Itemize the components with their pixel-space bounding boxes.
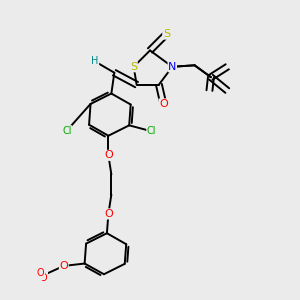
Text: O: O <box>39 273 47 283</box>
Text: N: N <box>168 62 176 72</box>
Text: O: O <box>59 261 68 271</box>
Text: Cl: Cl <box>62 126 71 136</box>
Text: O: O <box>36 268 44 278</box>
Text: O: O <box>37 268 44 278</box>
Text: H: H <box>91 56 99 66</box>
Text: O: O <box>104 209 113 219</box>
Text: S: S <box>163 29 170 39</box>
Text: Cl: Cl <box>147 126 156 136</box>
Text: O: O <box>104 150 113 160</box>
Text: O: O <box>159 99 168 109</box>
Text: S: S <box>130 62 137 72</box>
